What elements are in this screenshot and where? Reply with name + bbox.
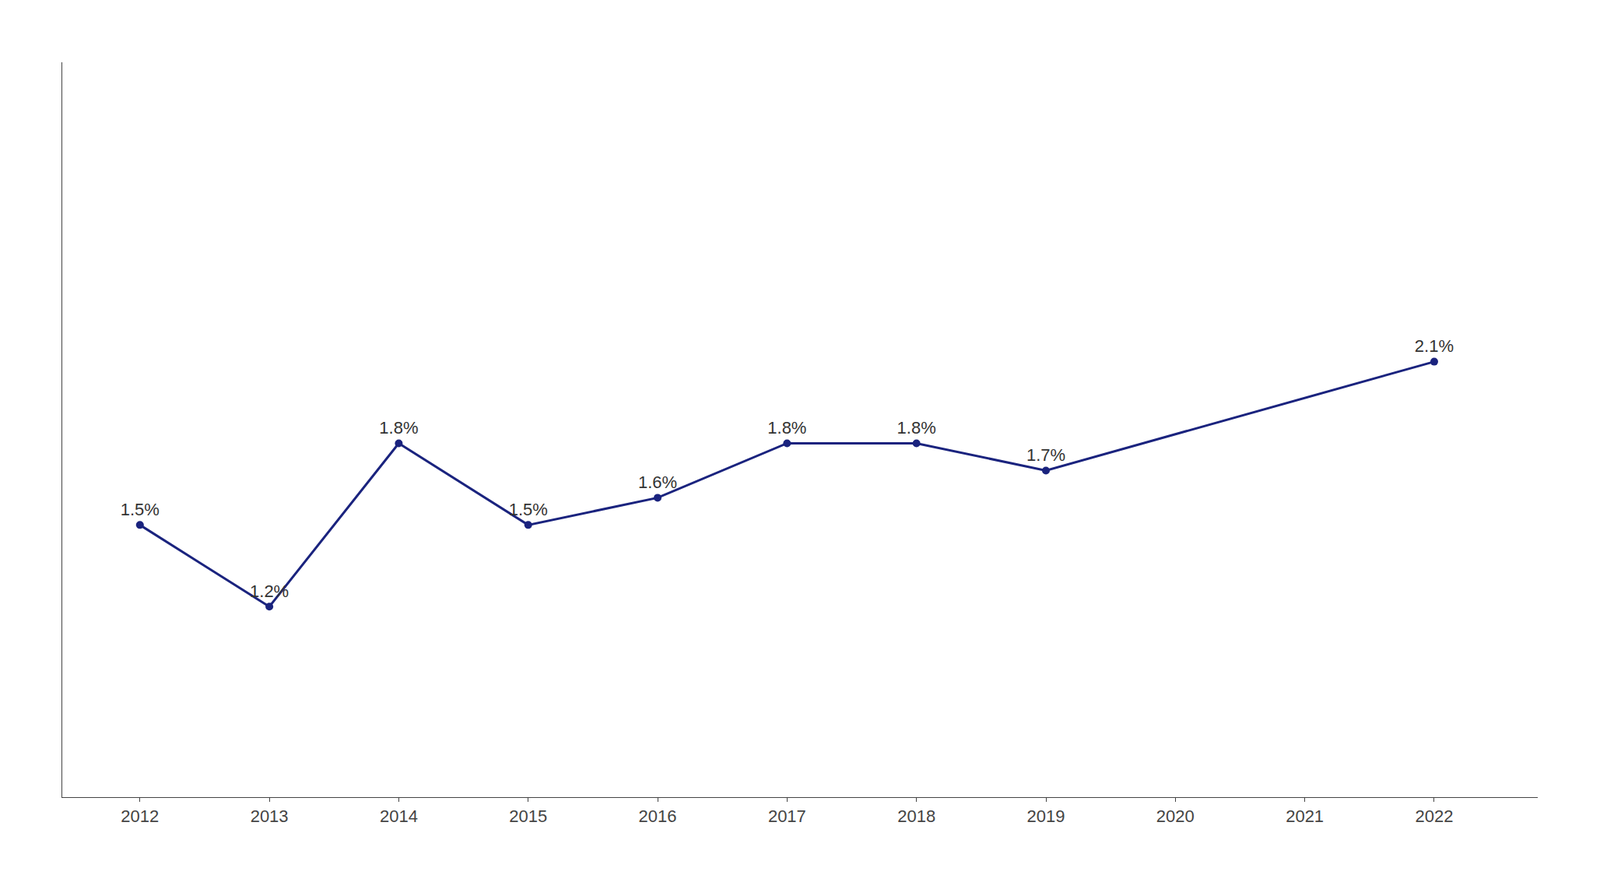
- svg-text:1.8%: 1.8%: [897, 417, 937, 438]
- svg-text:2017: 2017: [768, 806, 807, 826]
- svg-text:1.5%: 1.5%: [120, 499, 160, 520]
- svg-text:2013: 2013: [250, 806, 289, 826]
- svg-text:1.6%: 1.6%: [638, 472, 678, 492]
- svg-text:2021: 2021: [1285, 806, 1324, 826]
- svg-text:1.8%: 1.8%: [767, 417, 807, 438]
- svg-text:2.1%: 2.1%: [1414, 336, 1454, 356]
- svg-text:2019: 2019: [1027, 806, 1066, 826]
- svg-text:2016: 2016: [638, 806, 678, 826]
- svg-text:2014: 2014: [379, 806, 418, 826]
- svg-text:2018: 2018: [897, 806, 936, 826]
- svg-text:2022: 2022: [1414, 806, 1453, 826]
- svg-text:2012: 2012: [120, 806, 159, 826]
- svg-text:1.5%: 1.5%: [508, 499, 548, 520]
- svg-text:1.2%: 1.2%: [249, 581, 289, 601]
- svg-text:2020: 2020: [1156, 806, 1195, 826]
- svg-text:1.8%: 1.8%: [378, 417, 418, 438]
- svg-text:2015: 2015: [508, 806, 548, 826]
- svg-text:1.7%: 1.7%: [1026, 445, 1066, 465]
